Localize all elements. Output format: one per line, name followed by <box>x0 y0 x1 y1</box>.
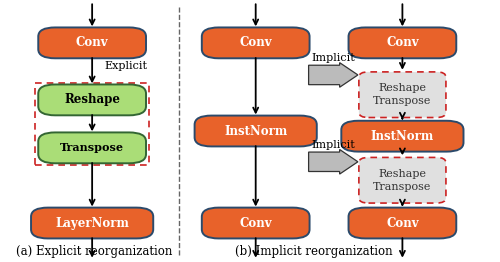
FancyArrow shape <box>308 63 358 87</box>
Text: Transpose: Transpose <box>60 142 124 153</box>
Text: Conv: Conv <box>240 216 272 230</box>
FancyBboxPatch shape <box>38 132 146 163</box>
Text: Reshape: Reshape <box>378 169 426 179</box>
FancyBboxPatch shape <box>194 116 317 146</box>
FancyBboxPatch shape <box>348 208 457 238</box>
Text: Reshape: Reshape <box>64 93 120 106</box>
FancyBboxPatch shape <box>202 28 310 58</box>
Text: (b) Implicit reorganization: (b) Implicit reorganization <box>234 245 392 258</box>
FancyBboxPatch shape <box>31 208 153 238</box>
Text: Implicit: Implicit <box>312 140 355 150</box>
Text: Transpose: Transpose <box>373 96 432 106</box>
Text: Explicit: Explicit <box>104 61 147 71</box>
Text: LayerNorm: LayerNorm <box>55 216 129 230</box>
FancyBboxPatch shape <box>348 28 457 58</box>
FancyBboxPatch shape <box>359 72 446 118</box>
Text: Conv: Conv <box>386 36 418 49</box>
FancyArrow shape <box>308 149 358 174</box>
Text: Implicit: Implicit <box>312 53 355 63</box>
FancyBboxPatch shape <box>38 28 146 58</box>
Text: (a) Explicit reorganization: (a) Explicit reorganization <box>16 245 172 258</box>
Text: Conv: Conv <box>76 36 108 49</box>
Text: Conv: Conv <box>386 216 418 230</box>
Text: Conv: Conv <box>240 36 272 49</box>
Text: InstNorm: InstNorm <box>371 130 434 143</box>
FancyBboxPatch shape <box>342 121 464 152</box>
FancyBboxPatch shape <box>359 157 446 203</box>
FancyBboxPatch shape <box>202 208 310 238</box>
Text: Transpose: Transpose <box>373 182 432 192</box>
Text: Reshape: Reshape <box>378 83 426 93</box>
FancyBboxPatch shape <box>38 84 146 115</box>
Text: InstNorm: InstNorm <box>224 124 288 138</box>
